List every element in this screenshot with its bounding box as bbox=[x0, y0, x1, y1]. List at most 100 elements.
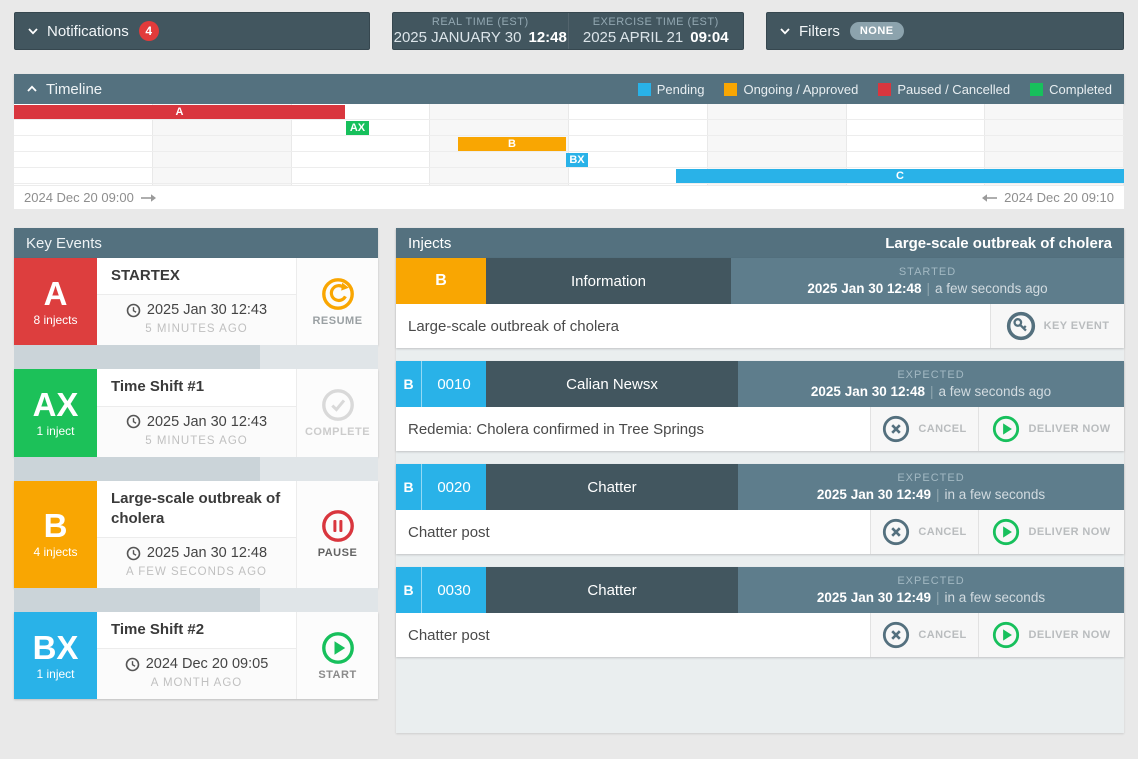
inject-code: B bbox=[396, 258, 486, 304]
timeline-bar-a[interactable]: A bbox=[14, 105, 345, 119]
exercise-time-clock: EXERCISE TIME (EST) 2025 APRIL 21 09:04 bbox=[567, 13, 744, 49]
key-event-code-ax: AX 1 inject bbox=[14, 369, 97, 457]
inject-item-information[interactable]: B Information STARTED 2025 Jan 30 12:48 |… bbox=[396, 258, 1124, 348]
key-event-card-b[interactable]: B 4 injects Large-scale outbreak of chol… bbox=[14, 480, 378, 588]
key-event-ago: 5 MINUTES AGO bbox=[145, 323, 248, 336]
inject-item-0030[interactable]: B 0030 Chatter EXPECTED 2025 Jan 30 12:4… bbox=[396, 567, 1124, 657]
timeline-panel-header[interactable]: Timeline Pending Ongoing / Approved Paus… bbox=[14, 74, 1124, 104]
key-event-time: 2025 Jan 30 12:43 5 MINUTES AGO bbox=[97, 295, 296, 345]
clock-icon bbox=[126, 303, 141, 318]
inject-count: 1 inject bbox=[36, 423, 75, 438]
inject-item-0020[interactable]: B 0020 Chatter EXPECTED 2025 Jan 30 12:4… bbox=[396, 464, 1124, 554]
inject-item-0010[interactable]: B 0010 Calian Newsx EXPECTED 2025 Jan 30… bbox=[396, 361, 1124, 451]
legend-swatch-pending bbox=[637, 82, 651, 96]
key-event-title: Large-scale outbreak of cholera bbox=[97, 480, 296, 538]
inject-code: B bbox=[396, 361, 421, 407]
injects-subtitle: Large-scale outbreak of cholera bbox=[885, 234, 1112, 252]
x-circle-icon bbox=[883, 415, 910, 443]
key-events-title: Key Events bbox=[26, 234, 102, 252]
complete-button[interactable]: COMPLETE bbox=[296, 369, 378, 457]
chevron-up-icon bbox=[27, 85, 37, 92]
inject-code: B bbox=[396, 464, 421, 510]
legend-swatch-completed bbox=[1030, 82, 1044, 96]
deliver-now-button[interactable]: DELIVER NOW bbox=[978, 510, 1124, 554]
filters-header[interactable]: Filters NONE bbox=[766, 12, 1124, 50]
timeline-bar-b[interactable]: B bbox=[458, 137, 566, 151]
key-event-title: STARTEX bbox=[97, 258, 296, 296]
key-event-button[interactable]: KEY EVENT bbox=[990, 304, 1124, 348]
timeline-legend: Pending Ongoing / Approved Paused / Canc… bbox=[618, 82, 1112, 97]
timeline-bar-bx[interactable]: BX bbox=[566, 153, 588, 167]
notifications-label: Notifications bbox=[47, 22, 129, 40]
key-event-time: 2025 Jan 30 12:48 A FEW SECONDS AGO bbox=[126, 545, 268, 578]
resume-icon bbox=[321, 277, 354, 310]
resume-button[interactable]: RESUME bbox=[296, 258, 378, 346]
notifications-count-badge: 4 bbox=[138, 21, 159, 41]
timeline-range-end[interactable]: 2024 Dec 20 09:10 bbox=[981, 190, 1114, 205]
key-event-code-bx: BX 1 inject bbox=[14, 612, 97, 700]
pause-icon bbox=[321, 510, 354, 543]
inject-content: Redemia: Cholera confirmed in Tree Sprin… bbox=[408, 420, 704, 438]
real-time-date: 2025 JANUARY 30 bbox=[393, 29, 522, 46]
legend-item-pending: Pending bbox=[637, 82, 704, 97]
inject-content: Chatter post bbox=[408, 523, 490, 541]
deliver-now-button[interactable]: DELIVER NOW bbox=[978, 613, 1124, 657]
exercise-time-date: 2025 APRIL 21 bbox=[582, 29, 684, 46]
deliver-now-button[interactable]: DELIVER NOW bbox=[978, 407, 1124, 451]
timeline-range-start[interactable]: 2024 Dec 20 09:00 bbox=[24, 190, 157, 205]
inject-type: Chatter bbox=[486, 464, 738, 510]
inject-status: EXPECTED 2025 Jan 30 12:48 | a few seconds… bbox=[738, 361, 1124, 407]
inject-count: 8 injects bbox=[33, 312, 78, 327]
filters-label: Filters bbox=[799, 22, 840, 40]
inject-content: Large-scale outbreak of cholera bbox=[408, 317, 619, 335]
pause-button[interactable]: PAUSE bbox=[296, 480, 378, 588]
inject-status: EXPECTED 2025 Jan 30 12:49 | in a few seco… bbox=[738, 567, 1124, 613]
key-event-card-bx[interactable]: BX 1 inject Time Shift #2 2024 Dec 20 09… bbox=[14, 612, 378, 700]
play-circle-icon bbox=[321, 631, 354, 664]
injects-panel: Injects Large-scale outbreak of cholera … bbox=[396, 228, 1124, 733]
filters-none-badge: NONE bbox=[849, 22, 904, 40]
timeline-panel: Timeline Pending Ongoing / Approved Paus… bbox=[14, 74, 1124, 209]
key-event-ago: A FEW SECONDS AGO bbox=[126, 566, 267, 578]
real-time-time: 12:48 bbox=[528, 29, 567, 46]
clock-icon bbox=[125, 657, 140, 672]
inject-number: 0020 bbox=[421, 464, 486, 510]
key-events-header: Key Events bbox=[14, 228, 378, 258]
key-event-ago: A MONTH AGO bbox=[150, 677, 243, 690]
key-event-ago: 5 MINUTES AGO bbox=[145, 434, 248, 447]
cancel-button[interactable]: CANCEL bbox=[870, 613, 978, 657]
clock-icon bbox=[126, 414, 141, 429]
arrow-left-icon bbox=[982, 193, 998, 202]
inject-number: 0030 bbox=[421, 567, 486, 613]
timeline-grid: A AX B BX C bbox=[14, 104, 1124, 185]
key-event-time: 2024 Dec 20 09:05 A MONTH AGO bbox=[97, 649, 296, 699]
key-event-code-b: B 4 injects bbox=[14, 480, 97, 588]
inject-status: STARTED 2025 Jan 30 12:48 | a few seconds … bbox=[731, 258, 1124, 304]
key-event-code-a: A 8 injects bbox=[14, 258, 97, 346]
play-circle-icon bbox=[993, 415, 1020, 443]
play-circle-icon bbox=[993, 621, 1020, 649]
injects-title: Injects bbox=[408, 234, 452, 252]
legend-item-ongoing: Ongoing / Approved bbox=[724, 82, 858, 97]
exercise-time-time: 09:04 bbox=[690, 29, 729, 46]
key-icon bbox=[1006, 311, 1035, 341]
legend-item-completed: Completed bbox=[1030, 82, 1112, 97]
inject-type: Information bbox=[486, 258, 731, 304]
timeline-bar-ax[interactable]: AX bbox=[346, 121, 369, 135]
cancel-button[interactable]: CANCEL bbox=[870, 407, 978, 451]
real-time-label: REAL TIME (EST) bbox=[431, 16, 529, 28]
x-circle-icon bbox=[883, 518, 910, 546]
exercise-time-value: 2025 APRIL 21 09:04 bbox=[583, 29, 729, 46]
real-time-value: 2025 JANUARY 30 12:48 bbox=[394, 29, 567, 46]
inject-number: 0010 bbox=[421, 361, 486, 407]
chevron-down-icon bbox=[28, 28, 38, 35]
cancel-button[interactable]: CANCEL bbox=[870, 510, 978, 554]
inject-type: Calian Newsx bbox=[486, 361, 738, 407]
exercise-time-label: EXERCISE TIME (EST) bbox=[592, 16, 719, 28]
start-button[interactable]: START bbox=[296, 612, 378, 700]
timeline-bar-c[interactable]: C bbox=[676, 169, 1124, 183]
notifications-header[interactable]: Notifications 4 bbox=[14, 12, 370, 50]
key-event-card-ax[interactable]: AX 1 inject Time Shift #1 2025 Jan 30 12… bbox=[14, 369, 378, 457]
key-event-card-a[interactable]: A 8 injects STARTEX 2025 Jan 30 12:43 5 … bbox=[14, 258, 378, 346]
